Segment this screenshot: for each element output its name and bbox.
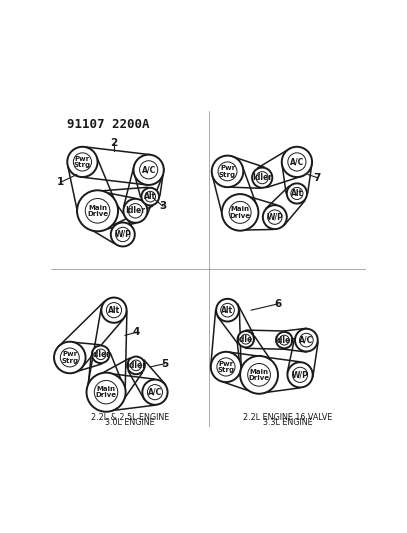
Text: Main
Drive: Main Drive <box>87 205 108 217</box>
Circle shape <box>54 342 85 373</box>
Text: Pwr
Strg: Pwr Strg <box>74 156 91 168</box>
Circle shape <box>92 345 109 363</box>
Circle shape <box>123 199 147 223</box>
Circle shape <box>216 299 239 321</box>
Text: W/P: W/P <box>292 370 309 379</box>
Circle shape <box>87 373 126 411</box>
Circle shape <box>222 194 258 231</box>
Text: Idler: Idler <box>125 206 145 215</box>
Text: 2.2L & 2.5L ENGINE: 2.2L & 2.5L ENGINE <box>91 413 169 422</box>
Text: 3.3L ENGINE: 3.3L ENGINE <box>263 418 312 427</box>
Circle shape <box>142 379 168 405</box>
Text: A/C: A/C <box>142 165 156 174</box>
Circle shape <box>133 155 164 185</box>
Circle shape <box>287 362 313 387</box>
Text: 5: 5 <box>161 359 168 369</box>
Text: Main
Drive: Main Drive <box>96 386 117 399</box>
Text: Alt: Alt <box>291 189 303 198</box>
Circle shape <box>211 352 241 382</box>
Circle shape <box>127 357 145 374</box>
Text: 7: 7 <box>314 173 321 183</box>
Text: 1: 1 <box>57 177 64 188</box>
Text: 2: 2 <box>110 138 118 148</box>
Circle shape <box>287 183 307 204</box>
Text: Pwr
Strg: Pwr Strg <box>217 361 234 373</box>
Text: 91107 2200A: 91107 2200A <box>67 118 149 132</box>
Circle shape <box>276 332 293 349</box>
Circle shape <box>111 222 135 246</box>
Circle shape <box>238 331 254 348</box>
Text: 6: 6 <box>274 299 282 309</box>
Circle shape <box>212 156 243 187</box>
Text: A/C: A/C <box>148 387 162 397</box>
Circle shape <box>77 190 118 231</box>
Text: 4: 4 <box>132 327 140 337</box>
Text: Main
Drive: Main Drive <box>249 369 269 381</box>
Text: Pwr
Strg: Pwr Strg <box>219 165 236 177</box>
Text: W/P: W/P <box>267 213 283 222</box>
Text: Idler: Idler <box>252 173 272 182</box>
Circle shape <box>67 147 98 177</box>
Text: Idler: Idler <box>236 335 256 344</box>
Text: Main
Drive: Main Drive <box>230 206 251 219</box>
Circle shape <box>295 329 318 351</box>
Text: Idler: Idler <box>274 336 294 345</box>
Text: A/C: A/C <box>290 157 304 166</box>
Text: 3.0L ENGINE: 3.0L ENGINE <box>105 418 155 427</box>
Circle shape <box>141 188 159 205</box>
Circle shape <box>282 147 312 177</box>
Text: Pwr
Strg: Pwr Strg <box>61 351 79 364</box>
Text: 2.2L ENGINE 16 VALVE: 2.2L ENGINE 16 VALVE <box>243 413 332 422</box>
Text: Alt: Alt <box>144 192 156 201</box>
Circle shape <box>101 297 127 323</box>
Circle shape <box>240 356 278 394</box>
Text: 3: 3 <box>159 201 166 211</box>
Text: A/C: A/C <box>299 336 313 345</box>
Text: Alt: Alt <box>221 305 234 314</box>
Text: Idler: Idler <box>91 350 111 359</box>
Circle shape <box>252 167 272 188</box>
Circle shape <box>263 205 287 229</box>
Text: Idler: Idler <box>126 361 146 370</box>
Text: Alt: Alt <box>108 305 120 314</box>
Text: W/P: W/P <box>114 230 131 239</box>
